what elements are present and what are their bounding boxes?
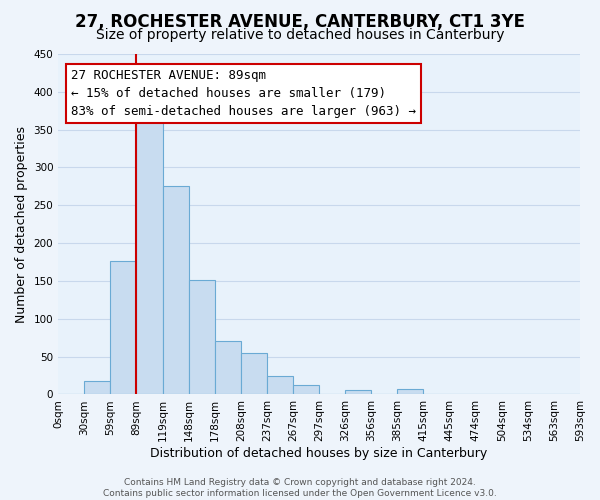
Bar (267, 376, 293, 394)
Bar (345, 390, 371, 394)
Text: Size of property relative to detached houses in Canterbury: Size of property relative to detached ho… (96, 28, 504, 42)
X-axis label: Distribution of detached houses by size in Canterbury: Distribution of detached houses by size … (151, 447, 488, 460)
Bar (136, 118, 163, 394)
Bar (163, 186, 188, 394)
Bar (84, 381, 110, 394)
Bar (293, 384, 319, 394)
Bar (110, 262, 136, 394)
Bar (215, 342, 241, 394)
Bar (188, 280, 215, 394)
Text: 27 ROCHESTER AVENUE: 89sqm
← 15% of detached houses are smaller (179)
83% of sem: 27 ROCHESTER AVENUE: 89sqm ← 15% of deta… (71, 69, 416, 118)
Bar (397, 389, 424, 394)
Text: Contains HM Land Registry data © Crown copyright and database right 2024.
Contai: Contains HM Land Registry data © Crown c… (103, 478, 497, 498)
Bar (241, 353, 267, 395)
Text: 27, ROCHESTER AVENUE, CANTERBURY, CT1 3YE: 27, ROCHESTER AVENUE, CANTERBURY, CT1 3Y… (75, 12, 525, 30)
Y-axis label: Number of detached properties: Number of detached properties (15, 126, 28, 322)
